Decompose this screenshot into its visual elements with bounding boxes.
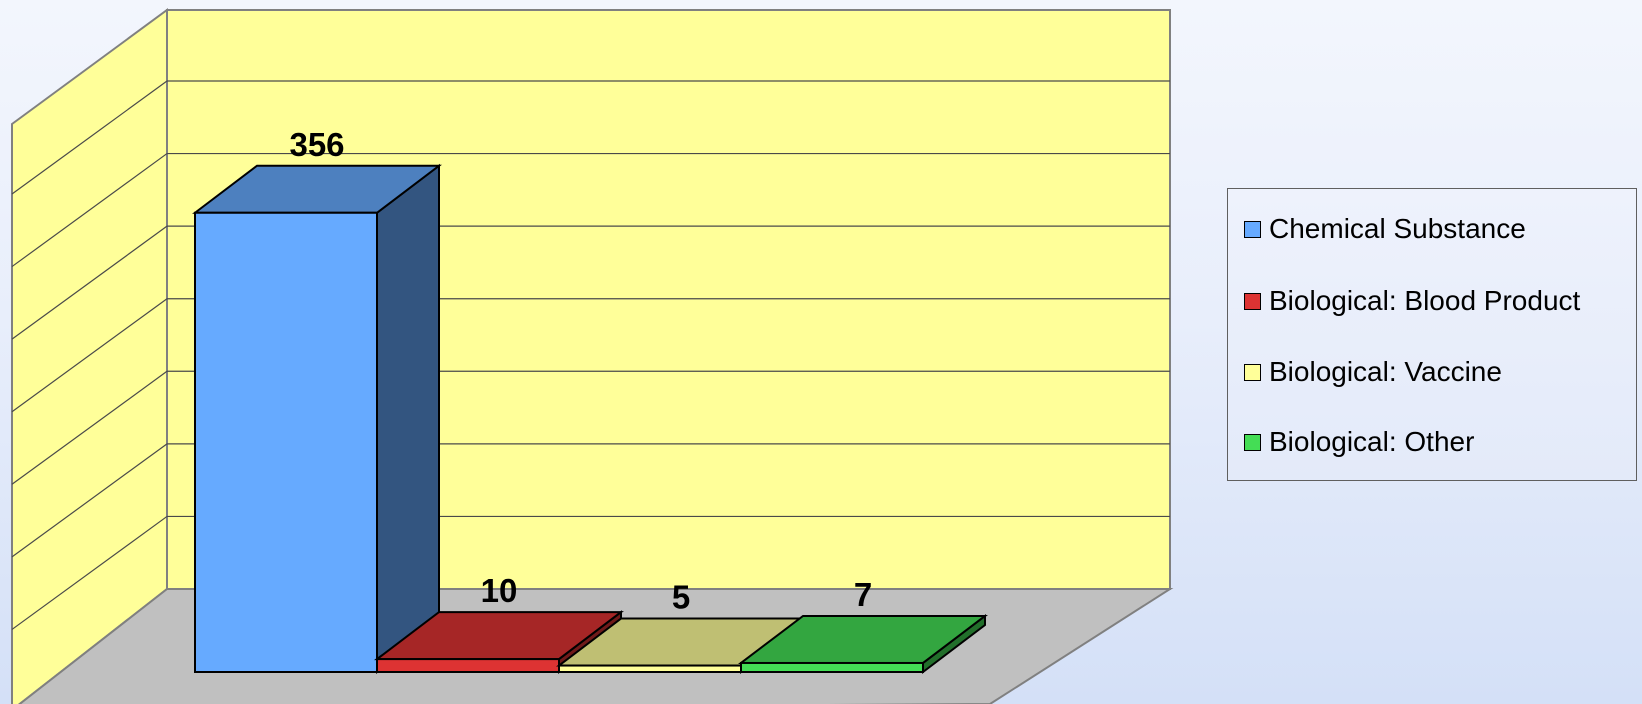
legend-swatch-chemical-substance (1244, 220, 1261, 238)
bar-1-side (376, 163, 440, 675)
chart-legend: Chemical Substance Biological: Blood Pro… (1227, 188, 1637, 481)
bar-3-front (558, 664, 742, 673)
bar-4-front (740, 661, 924, 673)
gridline-side (11, 153, 168, 268)
bar-1-front (194, 211, 378, 673)
bar-2-front (376, 658, 560, 673)
legend-label-chemical-substance: Chemical Substance (1269, 213, 1526, 244)
side-wall (11, 8, 168, 704)
data-label: 10 (481, 572, 518, 609)
legend-item-chemical-substance: Chemical Substance (1244, 213, 1526, 244)
legend-label-other: Biological: Other (1269, 426, 1475, 457)
bar-4 (738, 613, 988, 675)
gridline-side (11, 370, 168, 485)
gridline-side (11, 225, 168, 340)
gridline-side (11, 515, 168, 630)
legend-item-blood-product: Biological: Blood Product (1244, 285, 1581, 316)
gridline-side (11, 298, 168, 413)
legend-label-blood-product: Biological: Blood Product (1269, 285, 1581, 316)
legend-swatch-blood-product (1244, 292, 1261, 310)
data-label: 7 (854, 576, 872, 613)
legend-item-other: Biological: Other (1244, 426, 1475, 457)
legend-label-vaccine: Biological: Vaccine (1269, 356, 1502, 387)
gridline-side (11, 443, 168, 558)
bar-1 (192, 163, 442, 675)
data-label: 356 (289, 126, 344, 163)
legend-swatch-other (1244, 433, 1261, 451)
data-label: 5 (672, 579, 690, 616)
gridline-side (11, 80, 168, 195)
legend-swatch-vaccine (1244, 363, 1261, 381)
legend-item-vaccine: Biological: Vaccine (1244, 356, 1502, 387)
